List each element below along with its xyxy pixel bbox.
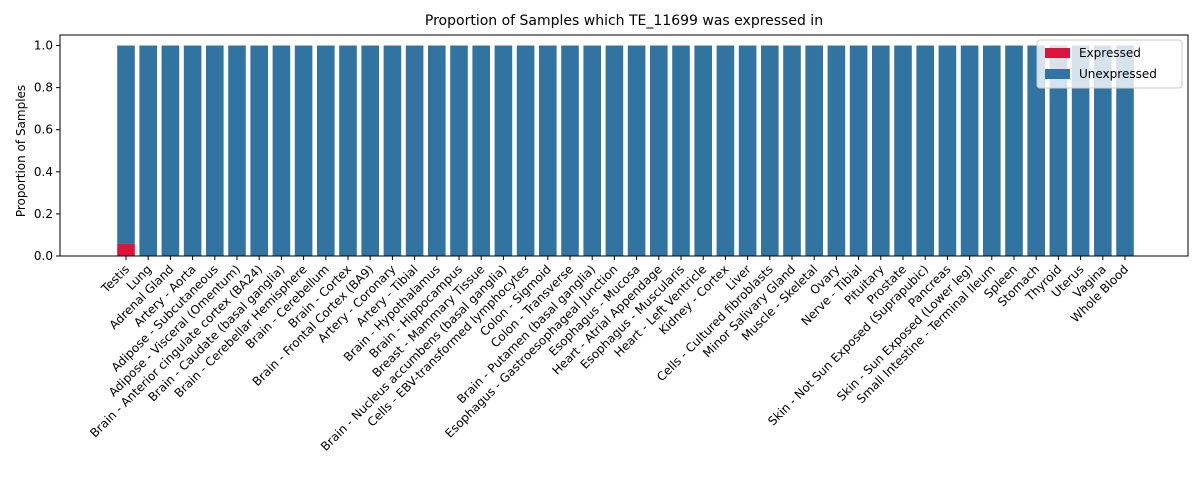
bar-unexpressed (139, 45, 157, 256)
bar-unexpressed (583, 45, 601, 256)
bar-unexpressed (1071, 45, 1090, 256)
bar-unexpressed (894, 45, 912, 256)
bar-unexpressed (183, 45, 202, 256)
bar-unexpressed (627, 45, 646, 256)
bars-group (117, 45, 1134, 256)
bar-unexpressed (472, 45, 490, 256)
bar-unexpressed (516, 45, 535, 256)
bar-unexpressed (849, 45, 868, 256)
bar-unexpressed (539, 45, 557, 256)
bar-unexpressed (827, 45, 846, 256)
y-tick-label: 0.0 (34, 249, 53, 263)
y-axis: 0.0 0.2 0.4 0.6 0.8 1.0 (34, 39, 60, 263)
bar-unexpressed (383, 45, 402, 256)
legend-label-expressed: Expressed (1079, 46, 1141, 60)
bar-unexpressed (161, 45, 180, 256)
bar-unexpressed (494, 45, 513, 256)
bar-unexpressed (960, 45, 979, 256)
bar-unexpressed (761, 45, 779, 256)
bar-unexpressed (983, 45, 1001, 256)
bar-unexpressed (650, 45, 668, 256)
bar-unexpressed (206, 45, 224, 256)
bar-unexpressed (805, 45, 823, 256)
bar-unexpressed (1049, 45, 1068, 256)
bar-unexpressed (872, 45, 890, 256)
bar-unexpressed (272, 45, 291, 256)
legend-box (1036, 39, 1183, 89)
bar-unexpressed (1116, 45, 1134, 256)
bar-unexpressed (228, 45, 246, 256)
chart-title: Proportion of Samples which TE_11699 was… (425, 13, 823, 29)
legend: Expressed Unexpressed (1036, 39, 1183, 89)
bar-unexpressed (738, 45, 757, 256)
bar-expressed (117, 243, 135, 256)
bar-unexpressed (938, 45, 957, 256)
legend-label-unexpressed: Unexpressed (1079, 67, 1157, 81)
bar-unexpressed (916, 45, 934, 256)
bar-unexpressed (1027, 45, 1045, 256)
y-tick-label: 0.2 (34, 207, 53, 221)
bar-unexpressed (117, 45, 135, 244)
bar-unexpressed (317, 45, 335, 256)
bar-unexpressed (450, 45, 468, 256)
bar-unexpressed (294, 45, 313, 256)
y-tick-label: 1.0 (34, 39, 53, 53)
bar-unexpressed (1005, 45, 1023, 256)
bar-unexpressed (1094, 45, 1112, 256)
bar-unexpressed (672, 45, 690, 256)
bar-unexpressed (405, 45, 424, 256)
y-tick-label: 0.4 (34, 165, 53, 179)
bar-unexpressed (428, 45, 446, 256)
bar-unexpressed (605, 45, 624, 256)
legend-swatch-unexpressed (1045, 69, 1070, 79)
bar-unexpressed (783, 45, 801, 256)
y-axis-label: Proportion of Samples (14, 85, 28, 217)
bar-unexpressed (561, 45, 579, 256)
bar-unexpressed (361, 45, 379, 256)
bar-unexpressed (339, 45, 357, 256)
bar-unexpressed (250, 45, 268, 256)
legend-swatch-expressed (1045, 48, 1070, 58)
bar-unexpressed (716, 45, 735, 256)
plot-frame (59, 34, 1189, 257)
y-tick-label: 0.6 (34, 123, 53, 137)
y-tick-label: 0.8 (34, 81, 53, 95)
bar-unexpressed (694, 45, 712, 256)
